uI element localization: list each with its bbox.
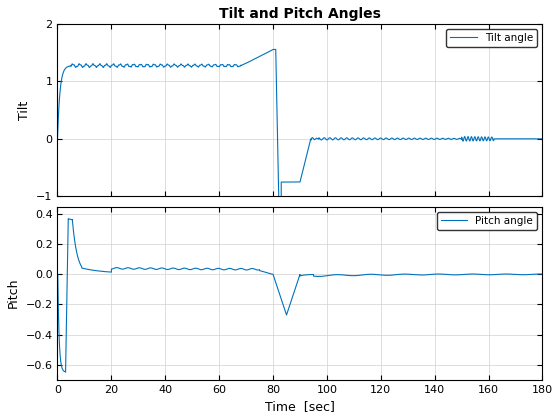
Y-axis label: Tilt: Tilt xyxy=(18,100,31,120)
Title: Tilt and Pitch Angles: Tilt and Pitch Angles xyxy=(219,7,381,21)
Y-axis label: Pitch: Pitch xyxy=(7,278,20,308)
X-axis label: Time  [sec]: Time [sec] xyxy=(265,400,335,413)
Legend: Pitch angle: Pitch angle xyxy=(437,212,537,230)
Legend: Tilt angle: Tilt angle xyxy=(446,29,537,47)
